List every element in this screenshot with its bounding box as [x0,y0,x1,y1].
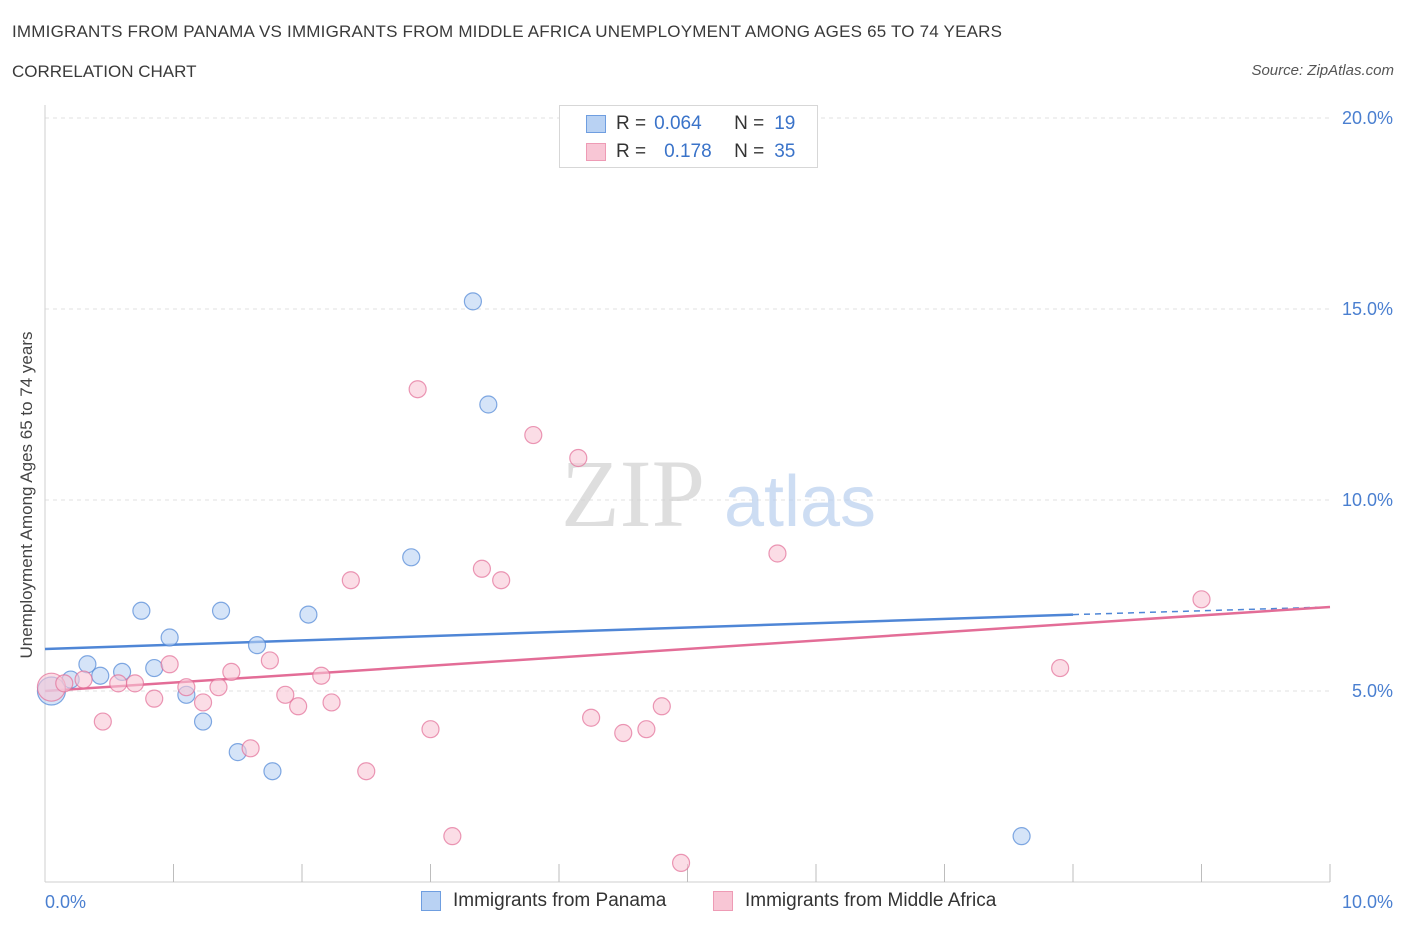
y-tick-label: 5.0% [1352,681,1393,701]
data-point-series-1 [289,697,308,716]
data-point-series-1 [492,571,511,590]
data-point-series-0 [160,628,179,647]
data-point-series-1 [421,720,440,739]
data-point-series-1 [524,425,543,445]
data-point-series-1 [637,720,656,739]
series-swatch-panama [421,891,441,911]
source-note: Source: ZipAtlas.com [1251,62,1394,79]
legend-n-label: N = [734,141,765,162]
data-point-series-1 [1051,658,1070,678]
data-point-series-0 [479,395,498,414]
series-legend-middle-africa: Immigrants from Middle Africa [713,890,996,912]
legend-r-value: 0.064 [654,113,702,134]
legend-r-label: R = [616,141,647,162]
data-point-series-1 [312,666,331,685]
y-tick-label: 10.0% [1342,490,1393,510]
data-point-series-0 [193,712,213,731]
data-point-series-1 [193,693,213,712]
legend-n-label: N = [734,113,765,134]
chart-subtitle: CORRELATION CHART [12,62,197,81]
chart-title: IMMIGRANTS FROM PANAMA VS IMMIGRANTS FRO… [12,22,1003,41]
data-point-series-1 [209,678,228,697]
data-point-series-0 [1012,827,1031,846]
legend-r-value: 0.178 [664,141,712,162]
legend-swatch-panama [586,115,606,133]
data-point-series-1 [1192,590,1211,609]
data-point-series-1 [408,380,427,399]
data-point-series-0 [263,762,282,781]
data-point-series-1 [74,670,93,689]
data-point-series-1 [222,662,241,682]
data-point-series-0 [247,636,267,655]
series-swatch-middle-africa [713,891,733,911]
watermark: ZIP atlas [561,440,876,547]
data-point-series-1 [125,674,145,693]
x-tick-label: 0.0% [45,892,86,912]
data-point-series-0 [132,601,151,620]
series-label-middle-africa: Immigrants from Middle Africa [745,890,997,911]
stats-legend: R = 0.064 N = 19 R = 0.178 N = 35 [559,105,818,168]
series-legend-panama: Immigrants from Panama [421,890,666,912]
y-tick-label: 20.0% [1342,108,1393,128]
data-point-series-1 [93,712,112,731]
data-point-series-0 [299,605,318,624]
legend-row-panama: R = 0.064 N = 19 [586,113,795,135]
data-point-series-0 [402,548,421,567]
data-point-series-1 [443,827,462,846]
trend-line-1 [44,605,1331,693]
data-point-series-1 [145,689,164,708]
data-point-series-1 [357,762,376,781]
data-point-series-1 [341,571,360,590]
watermark-atlas: atlas [724,462,876,542]
tick-labels: 5.0% 10.0% 15.0% 20.0% 0.0% 10.0% [45,108,1393,912]
data-point-series-1 [160,655,179,674]
legend-row-middle-africa: R = 0.178 N = 35 [586,141,795,163]
data-point-series-1 [652,697,671,716]
data-point-series-1 [241,739,260,758]
trend-line-0 [44,613,1074,651]
grid-lines [45,117,1330,692]
data-point-series-1 [671,853,691,873]
data-point-series-0 [211,601,231,620]
data-point-series-1 [55,674,74,693]
series-label-panama: Immigrants from Panama [453,890,667,911]
data-points [36,292,1211,873]
data-point-series-1 [109,674,128,693]
data-point-series-1 [582,708,601,727]
data-point-series-1 [569,448,588,468]
data-point-series-1 [614,723,633,743]
legend-n-value: 35 [774,141,796,162]
data-point-series-1 [768,544,787,563]
trend-extension-0 [1072,606,1331,616]
data-point-series-1 [472,559,491,578]
data-point-series-1 [322,693,341,712]
legend-r-label: R = [616,113,647,134]
data-point-series-0 [463,292,483,311]
x-tick-label: 10.0% [1342,892,1393,912]
y-tick-label: 15.0% [1342,299,1393,319]
data-point-series-0 [91,666,110,685]
data-point-series-1 [276,685,295,704]
legend-n-value: 19 [774,113,796,134]
legend-swatch-middle-africa [586,143,606,161]
data-point-series-1 [177,678,196,697]
data-point-series-0 [145,658,164,678]
trend-lines [44,605,1331,693]
data-point-series-1 [260,651,279,670]
